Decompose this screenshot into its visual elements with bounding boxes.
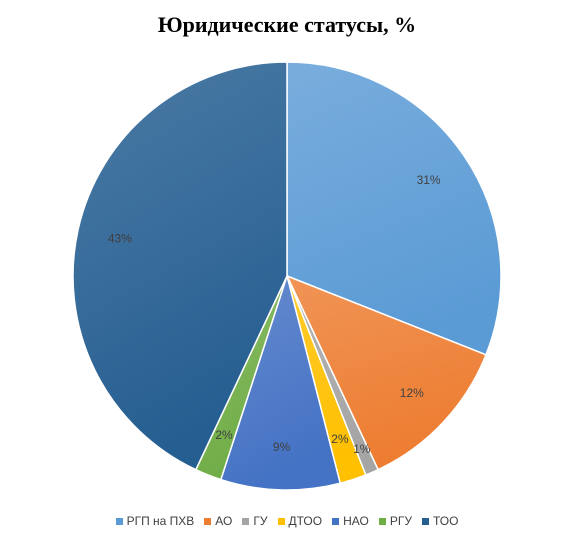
pie-data-labels: 31% 12% 1% 2% 9% 2% 43% — [108, 173, 441, 456]
legend-label-0: РГП на ПХВ — [126, 514, 195, 528]
legend-item-3: ДТОО — [277, 514, 323, 528]
pie-data-label-6: 43% — [108, 232, 132, 246]
legend-swatch-1 — [204, 517, 212, 525]
legend-item-1: АО — [204, 514, 232, 528]
legend-label-6: ТОО — [432, 514, 459, 528]
pie-data-label-5: 2% — [215, 428, 233, 442]
legend-swatch-0 — [115, 517, 123, 525]
legend-swatch-3 — [277, 517, 285, 525]
legend-swatch-5 — [378, 517, 386, 525]
legend-item-5: РГУ — [378, 514, 412, 528]
legend-label-2: ГУ — [253, 514, 268, 528]
pie-slices — [72, 61, 502, 491]
pie-data-label-3: 2% — [331, 432, 349, 446]
chart-legend: РГП на ПХВ АО ГУ ДТОО НАО РГУ ТОО — [0, 514, 574, 528]
legend-swatch-4 — [332, 517, 340, 525]
pie-slice-6 — [72, 61, 288, 471]
pie-data-label-0: 31% — [417, 173, 441, 187]
legend-item-6: ТОО — [421, 514, 459, 528]
chart-title: Юридические статусы, % — [157, 12, 417, 37]
pie-slice-1 — [285, 274, 487, 471]
legend-swatch-6 — [421, 517, 429, 525]
legend-item-4: НАО — [332, 514, 369, 528]
legend-item-2: ГУ — [242, 514, 268, 528]
legend-label-4: НАО — [343, 514, 369, 528]
pie-slice-4 — [219, 273, 342, 491]
legend-label-3: ДТОО — [288, 514, 323, 528]
pie-slice-0 — [286, 61, 502, 356]
legend-label-1: АО — [215, 514, 233, 528]
legend-label-5: РГУ — [389, 514, 412, 528]
pie-data-label-2: 1% — [353, 442, 371, 456]
legend-item-0: РГП на ПХВ — [115, 514, 195, 528]
pie-data-label-4: 9% — [273, 440, 291, 454]
legend-swatch-2 — [242, 517, 250, 525]
pie-data-label-1: 12% — [400, 386, 424, 400]
